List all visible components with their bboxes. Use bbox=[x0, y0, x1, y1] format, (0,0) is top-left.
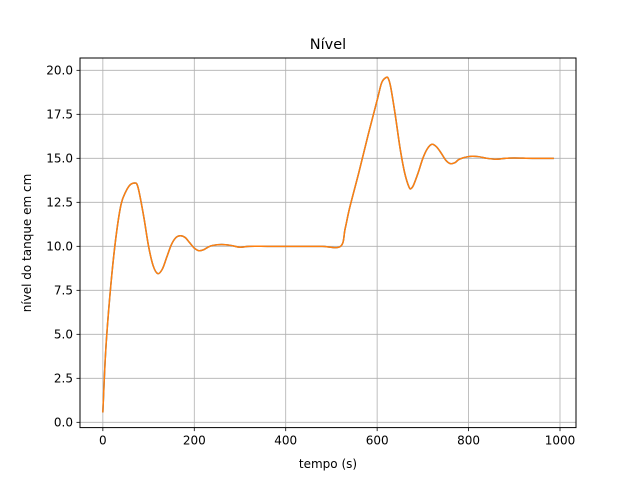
series-layer bbox=[102, 76, 554, 413]
chart-title: Nível bbox=[310, 37, 346, 53]
y-tick-label: 15.0 bbox=[46, 152, 73, 166]
y-tick-label: 7.5 bbox=[54, 284, 73, 298]
grid bbox=[80, 58, 576, 428]
x-axis-label: tempo (s) bbox=[299, 457, 357, 471]
x-tick-label: 600 bbox=[366, 434, 389, 448]
y-tick-label: 10.0 bbox=[46, 240, 73, 254]
x-tick-label: 200 bbox=[183, 434, 206, 448]
y-tick-label: 17.5 bbox=[46, 108, 73, 122]
series-line-2 bbox=[102, 76, 554, 413]
y-tick-label: 12.5 bbox=[46, 196, 73, 210]
y-axis: 0.0 2.5 5.0 7.5 10.0 12.5 15.0 17.5 20.0 bbox=[46, 64, 80, 430]
x-tick-label: 400 bbox=[274, 434, 297, 448]
plot-frame bbox=[79, 57, 577, 429]
x-tick-label: 1000 bbox=[545, 434, 576, 448]
x-axis: 0 200 400 600 800 1000 bbox=[99, 427, 576, 448]
y-tick-label: 5.0 bbox=[54, 328, 73, 342]
y-tick-label: 2.5 bbox=[54, 372, 73, 386]
y-tick-label: 20.0 bbox=[46, 64, 73, 78]
x-tick-label: 800 bbox=[457, 434, 480, 448]
y-tick-label: 0.0 bbox=[54, 416, 73, 430]
y-axis-label: nível do tanque em cm bbox=[20, 174, 34, 313]
x-tick-label: 0 bbox=[99, 434, 107, 448]
